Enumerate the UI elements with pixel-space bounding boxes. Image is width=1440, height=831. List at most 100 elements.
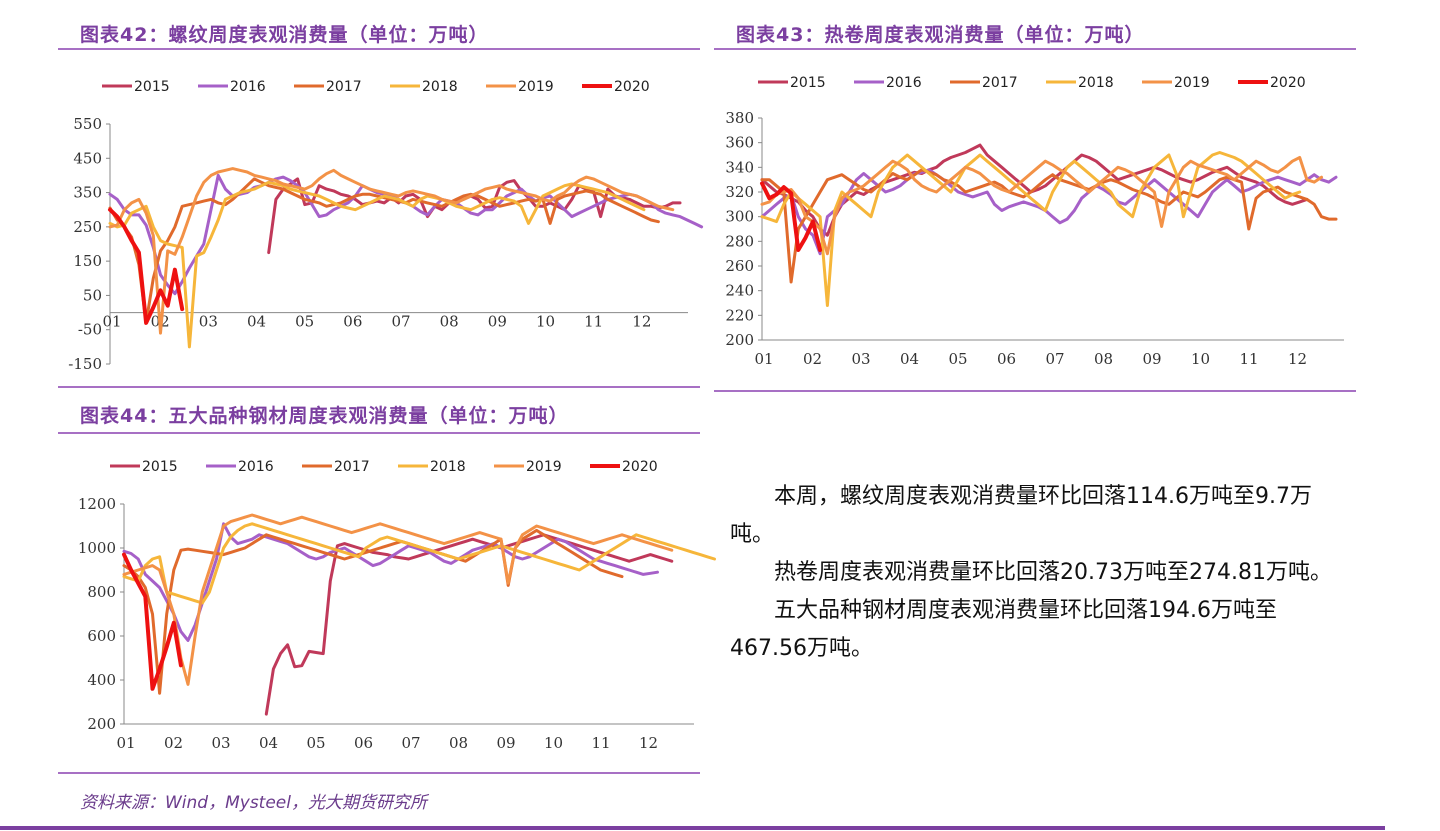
- y-tick-label: 350: [73, 184, 102, 202]
- x-tick-label: 09: [488, 313, 507, 331]
- x-tick-label: 02: [164, 734, 183, 752]
- x-tick-label: 09: [1142, 350, 1161, 368]
- x-tick-label: 04: [247, 313, 266, 331]
- legend-label-2015: 2015: [142, 459, 178, 475]
- hot-coil-chart: 2015 2016 2017 2018 2019 2020 200 220 240 260 280 3…: [714, 60, 1356, 380]
- y-tick-label: 200: [725, 331, 754, 349]
- commentary: 本周，螺纹周度表观消费量环比回落114.6万吨至9.7万吨。 热卷周度表观消费量…: [730, 478, 1340, 668]
- legend-label-2018: 2018: [430, 459, 466, 475]
- y-tick-label: 360: [725, 134, 754, 152]
- x-tick-label: 03: [199, 313, 218, 331]
- title-underline: [714, 48, 1356, 50]
- x-tick-label: 12: [639, 734, 658, 752]
- y-tick-label: 600: [87, 627, 116, 645]
- legend-label-2017: 2017: [982, 75, 1018, 91]
- y-tick-label: 240: [725, 282, 754, 300]
- title-underline: [58, 432, 700, 434]
- y-tick-label: 1200: [78, 495, 116, 513]
- legend-label-2018: 2018: [422, 79, 458, 95]
- y-tick-label: 380: [725, 109, 754, 127]
- y-tick-label: 50: [83, 286, 102, 304]
- title-underline: [58, 48, 700, 50]
- y-tick-label: 550: [73, 115, 102, 133]
- x-tick-label: 03: [211, 734, 230, 752]
- x-tick-label: 08: [1094, 350, 1113, 368]
- series-line-2015: [267, 177, 682, 255]
- hot-coil-line-chart: 2015 2016 2017 2018 2019 2020 200 220 240 260 280 3…: [725, 75, 1344, 368]
- x-tick-label: 12: [632, 313, 651, 331]
- x-tick-label: 01: [754, 350, 773, 368]
- series-line-2019: [108, 167, 675, 335]
- y-tick-label: -50: [78, 321, 102, 339]
- footer-bar: [0, 826, 1385, 830]
- series-line-2020: [108, 207, 185, 325]
- legend-label-2020: 2020: [622, 459, 658, 475]
- series-line-2016: [760, 168, 1338, 256]
- x-tick-label: 04: [259, 734, 278, 752]
- y-tick-label: 200: [87, 715, 116, 733]
- five-steel-chart: 2015 2016 2017 2018 2019 2020 200 400 600 800 1000…: [60, 446, 716, 764]
- x-tick-label: 08: [440, 313, 459, 331]
- x-tick-label: 06: [343, 313, 362, 331]
- y-tick-label: 320: [725, 183, 754, 201]
- x-tick-label: 10: [536, 313, 555, 331]
- series-line-2015: [264, 533, 674, 716]
- comment-five-steel: 五大品种钢材周度表观消费量环比回落194.6万吨至467.56万吨。: [730, 598, 1277, 661]
- legend-label-2019: 2019: [526, 459, 562, 475]
- series-line-2017: [108, 177, 660, 325]
- legend-label-2019: 2019: [1174, 75, 1210, 91]
- y-tick-label: 450: [73, 149, 102, 167]
- x-tick-label: 05: [306, 734, 325, 752]
- chart-title-five-steel: 图表44：五大品种钢材周度表观消费量（单位：万吨）: [80, 405, 569, 427]
- x-tick-label: 05: [295, 313, 314, 331]
- y-tick-label: -150: [68, 355, 102, 373]
- x-tick-label: 06: [354, 734, 373, 752]
- rebar-chart: 2015 2016 2017 2018 2019 2020 -150 -50 50 150 250 3…: [60, 64, 704, 380]
- legend-label-2020: 2020: [1270, 75, 1306, 91]
- y-tick-label: 220: [725, 306, 754, 324]
- chart-bottom-rule: [714, 390, 1356, 392]
- x-tick-label: 02: [803, 350, 822, 368]
- y-tick-label: 280: [725, 232, 754, 250]
- series-line-2019: [760, 156, 1323, 256]
- x-tick-label: 10: [1191, 350, 1210, 368]
- comment-hot-coil: 热卷周度表观消费量环比回落20.73万吨至274.81万吨。: [774, 560, 1332, 585]
- data-source: 资料来源：Wind，Mysteel，光大期货研究所: [80, 793, 427, 813]
- x-tick-label: 04: [900, 350, 919, 368]
- chart-title-rebar: 图表42：螺纹周度表观消费量（单位：万吨）: [80, 24, 489, 46]
- x-tick-label: 10: [544, 734, 563, 752]
- legend-label-2016: 2016: [230, 79, 266, 95]
- x-tick-label: 07: [391, 313, 410, 331]
- series-line-2016: [122, 522, 659, 642]
- x-tick-label: 05: [948, 350, 967, 368]
- series-line-2019: [122, 513, 674, 686]
- x-tick-label: 07: [401, 734, 420, 752]
- comment-rebar: 本周，螺纹周度表观消费量环比回落114.6万吨至9.7万吨。: [730, 484, 1312, 547]
- legend-label-2019: 2019: [518, 79, 554, 95]
- series-line-2018: [108, 180, 646, 349]
- y-tick-label: 150: [73, 252, 102, 270]
- x-tick-label: 07: [1045, 350, 1064, 368]
- y-tick-label: 260: [725, 257, 754, 275]
- y-tick-label: 800: [87, 583, 116, 601]
- chart-bottom-rule: [58, 386, 700, 388]
- legend-label-2016: 2016: [238, 459, 274, 475]
- x-tick-label: 08: [449, 734, 468, 752]
- x-tick-label: 03: [851, 350, 870, 368]
- x-tick-label: 11: [591, 734, 610, 752]
- chart-bottom-rule: [58, 772, 700, 774]
- y-tick-label: 400: [87, 671, 116, 689]
- y-tick-label: 1000: [78, 539, 116, 557]
- chart-title-hot-coil: 图表43：热卷周度表观消费量（单位：万吨）: [736, 24, 1145, 46]
- x-tick-label: 09: [496, 734, 515, 752]
- series-line-2018: [122, 522, 716, 605]
- x-tick-label: 06: [997, 350, 1016, 368]
- legend-label-2017: 2017: [334, 459, 370, 475]
- legend-label-2020: 2020: [614, 79, 650, 95]
- legend-label-2015: 2015: [790, 75, 826, 91]
- series-line-2020: [122, 552, 183, 691]
- legend-label-2016: 2016: [886, 75, 922, 91]
- y-tick-label: 340: [725, 158, 754, 176]
- legend-label-2015: 2015: [134, 79, 170, 95]
- x-tick-label: 12: [1288, 350, 1307, 368]
